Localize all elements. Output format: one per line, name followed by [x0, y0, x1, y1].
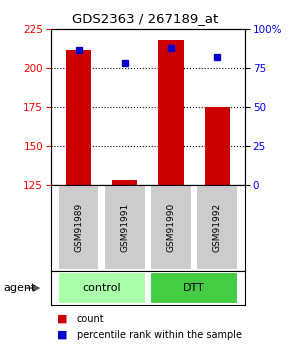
Bar: [66, 49, 91, 185]
Bar: [158, 40, 184, 185]
Text: GSM91991: GSM91991: [120, 203, 129, 252]
Bar: [204, 107, 230, 185]
Text: GSM91990: GSM91990: [166, 203, 175, 252]
Bar: [196, 186, 238, 270]
Bar: [104, 186, 146, 270]
Bar: [58, 272, 146, 304]
Text: ■: ■: [57, 330, 67, 339]
Text: count: count: [77, 314, 104, 324]
Text: control: control: [82, 283, 121, 293]
Text: GSM91989: GSM91989: [74, 203, 83, 252]
Bar: [150, 186, 192, 270]
Text: DTT: DTT: [183, 283, 205, 293]
Text: GDS2363 / 267189_at: GDS2363 / 267189_at: [72, 12, 218, 25]
Text: ■: ■: [57, 314, 67, 324]
Text: agent: agent: [3, 283, 35, 293]
Text: percentile rank within the sample: percentile rank within the sample: [77, 330, 242, 339]
Text: GSM91992: GSM91992: [213, 203, 222, 252]
Bar: [112, 180, 137, 185]
Bar: [150, 272, 238, 304]
Bar: [58, 186, 99, 270]
